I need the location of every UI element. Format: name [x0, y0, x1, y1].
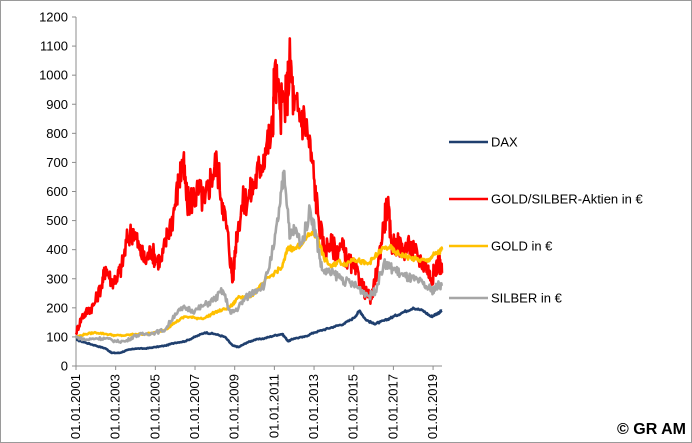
y-tick-label: 1200 [39, 10, 68, 25]
x-axis: 01.01.2001 01.01.2003 01.01.2005 01.01.2007… [68, 365, 442, 439]
x-tick-label: 01.01.2015 [346, 374, 361, 439]
y-tick-label: 800 [46, 126, 68, 141]
x-tick-label: 01.01.2013 [306, 374, 321, 439]
legend-label: SILBER in € [491, 291, 563, 306]
legend-label: DAX [491, 135, 518, 150]
y-tick-label: 0 [61, 359, 68, 374]
y-tick-label: 300 [46, 271, 68, 286]
legend-label: GOLD/SILBER-Aktien in € [491, 192, 643, 207]
y-tick-label: 1000 [39, 68, 68, 83]
x-tick-label: 01.01.2019 [425, 374, 440, 439]
plot-area [74, 37, 444, 355]
y-tick-label: 200 [46, 300, 68, 315]
y-tick-label: 600 [46, 184, 68, 199]
y-tick-label: 1100 [40, 39, 68, 54]
x-tick-label: 01.01.2007 [187, 374, 202, 439]
legend-label: GOLD in € [491, 239, 553, 254]
y-tick-label: 900 [46, 97, 68, 112]
x-tick-label: 01.01.2009 [227, 374, 242, 439]
y-tick-label: 400 [46, 242, 68, 257]
series-line-3 [75, 169, 444, 344]
copyright-label: © GR AM [617, 421, 686, 438]
x-tick-label: 01.01.2011 [266, 374, 281, 438]
y-tick-label: 700 [46, 155, 68, 170]
series-line-1 [74, 37, 444, 335]
x-tick-label: 01.01.2017 [385, 374, 400, 439]
y-axis: 0 100 200 300 400 500 600 700 800 900 1000 1100 1200 [39, 10, 77, 374]
x-tick-label: 01.01.2003 [108, 374, 123, 439]
legend: DAX GOLD/SILBER-Aktien in € GOLD in € SILBE… [449, 135, 643, 306]
x-tick-label: 01.01.2005 [147, 374, 162, 439]
x-tick-label: 01.01.2001 [68, 374, 83, 439]
series-line-0 [75, 306, 443, 355]
y-tick-label: 100 [46, 329, 68, 344]
y-tick-label: 500 [46, 213, 68, 228]
